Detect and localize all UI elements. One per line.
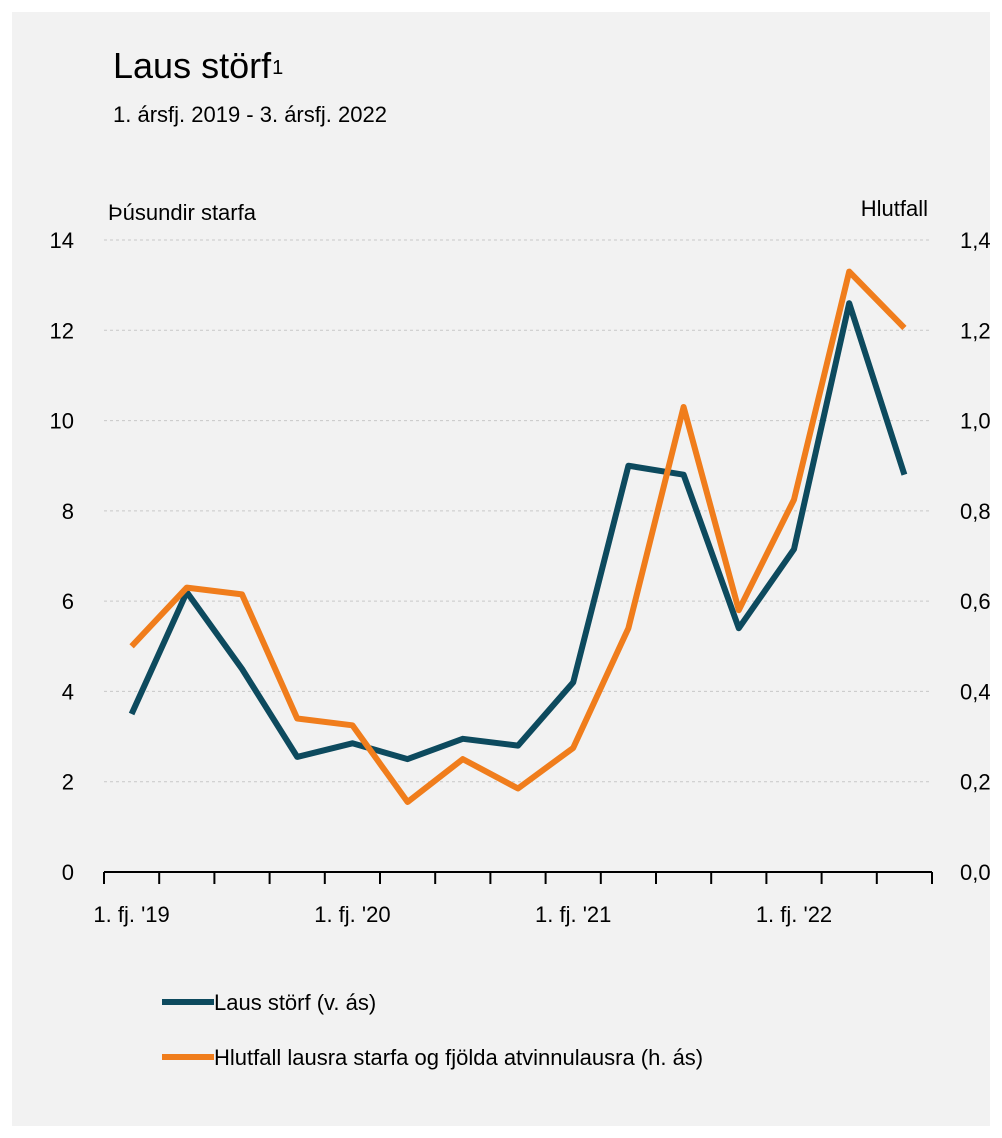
right-tick-label: 0,8 xyxy=(960,499,991,524)
legend-label: Hlutfall lausra starfa og fjölda atvinnu… xyxy=(214,1045,703,1070)
right-axis-label: Hlutfall xyxy=(861,196,928,221)
chart-panel xyxy=(12,12,990,1126)
right-tick-label: 0,6 xyxy=(960,589,991,614)
right-tick-label: 0,2 xyxy=(960,770,991,795)
title-footnote-marker: 1 xyxy=(272,57,284,79)
right-tick-label: 1,0 xyxy=(960,409,991,434)
left-tick-label: 0 xyxy=(62,860,74,885)
legend-label: Laus störf (v. ás) xyxy=(214,990,376,1015)
x-tick-label: 1. fj. '22 xyxy=(756,902,832,927)
chart-subtitle: 1. ársfj. 2019 - 3. ársfj. 2022 xyxy=(113,102,387,127)
series-lines xyxy=(128,268,908,805)
left-tick-label: 2 xyxy=(62,770,74,795)
chart-title-text: Laus störf xyxy=(113,45,272,86)
left-tick-label: 6 xyxy=(62,589,74,614)
right-tick-label: 0,0 xyxy=(960,860,991,885)
left-tick-label: 14 xyxy=(50,228,74,253)
axes: 0 0,0 2 0,2 4 0,4 6 0,6 8 0,8 10 1,0 12 1,2 14 1,4 Þúsun… xyxy=(50,196,991,927)
gridlines xyxy=(104,239,932,783)
left-tick-label: 8 xyxy=(62,499,74,524)
right-tick-label: 1,4 xyxy=(960,228,991,253)
x-tick-label: 1. fj. '19 xyxy=(93,902,169,927)
legend: Laus störf (v. ás) Hlutfall lausra starfa… xyxy=(162,990,703,1070)
left-tick-label: 4 xyxy=(62,679,74,704)
chart-title: Laus störf1 xyxy=(113,44,283,88)
series-line-ratio xyxy=(129,268,907,805)
left-tick-label: 10 xyxy=(50,409,74,434)
left-axis-label: Þúsundir starfa xyxy=(108,200,257,225)
series-line-vacancies xyxy=(128,300,908,763)
left-tick-label: 12 xyxy=(50,318,74,343)
right-tick-label: 0,4 xyxy=(960,679,991,704)
x-tick-label: 1. fj. '20 xyxy=(314,902,390,927)
right-tick-label: 1,2 xyxy=(960,318,991,343)
x-tick-label: 1. fj. '21 xyxy=(535,902,611,927)
